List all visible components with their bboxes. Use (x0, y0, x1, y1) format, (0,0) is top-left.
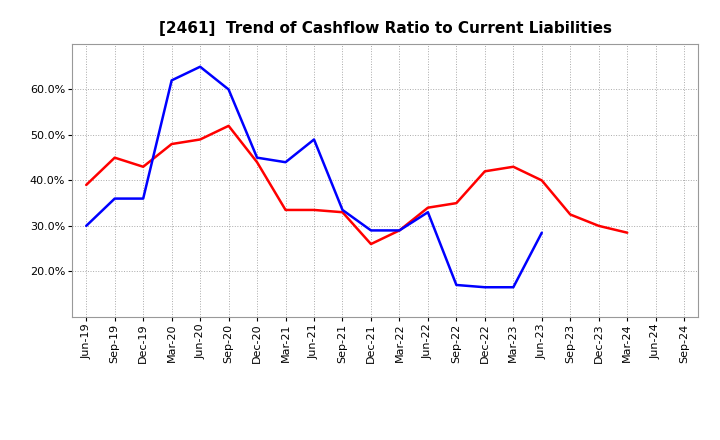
Line: Free CF to Current Liabilities: Free CF to Current Liabilities (86, 67, 541, 287)
Free CF to Current Liabilities (338, 207, 347, 213)
Line: Operating CF to Current Liabilities: Operating CF to Current Liabilities (86, 126, 627, 244)
Title: [2461]  Trend of Cashflow Ratio to Current Liabilities: [2461] Trend of Cashflow Ratio to Curren… (158, 21, 612, 36)
Free CF to Current Liabilities (310, 137, 318, 142)
Operating CF to Current Liabilities (282, 207, 290, 213)
Free CF to Current Liabilities (253, 155, 261, 160)
Free CF to Current Liabilities (167, 78, 176, 83)
Operating CF to Current Liabilities (82, 182, 91, 187)
Operating CF to Current Liabilities (537, 178, 546, 183)
Free CF to Current Liabilities (225, 87, 233, 92)
Legend: Operating CF to Current Liabilities, Free CF to Current Liabilities: Operating CF to Current Liabilities, Fre… (138, 438, 632, 440)
Free CF to Current Liabilities (452, 282, 461, 288)
Operating CF to Current Liabilities (595, 223, 603, 228)
Free CF to Current Liabilities (537, 230, 546, 235)
Free CF to Current Liabilities (480, 285, 489, 290)
Operating CF to Current Liabilities (310, 207, 318, 213)
Operating CF to Current Liabilities (338, 209, 347, 215)
Free CF to Current Liabilities (139, 196, 148, 201)
Operating CF to Current Liabilities (566, 212, 575, 217)
Operating CF to Current Liabilities (452, 201, 461, 206)
Free CF to Current Liabilities (110, 196, 119, 201)
Operating CF to Current Liabilities (139, 164, 148, 169)
Operating CF to Current Liabilities (366, 242, 375, 247)
Operating CF to Current Liabilities (509, 164, 518, 169)
Free CF to Current Liabilities (196, 64, 204, 70)
Operating CF to Current Liabilities (623, 230, 631, 235)
Operating CF to Current Liabilities (196, 137, 204, 142)
Free CF to Current Liabilities (82, 223, 91, 228)
Operating CF to Current Liabilities (253, 160, 261, 165)
Free CF to Current Liabilities (282, 160, 290, 165)
Operating CF to Current Liabilities (167, 141, 176, 147)
Operating CF to Current Liabilities (395, 228, 404, 233)
Operating CF to Current Liabilities (423, 205, 432, 210)
Free CF to Current Liabilities (395, 228, 404, 233)
Operating CF to Current Liabilities (225, 123, 233, 128)
Operating CF to Current Liabilities (480, 169, 489, 174)
Free CF to Current Liabilities (509, 285, 518, 290)
Free CF to Current Liabilities (423, 209, 432, 215)
Operating CF to Current Liabilities (110, 155, 119, 160)
Free CF to Current Liabilities (366, 228, 375, 233)
